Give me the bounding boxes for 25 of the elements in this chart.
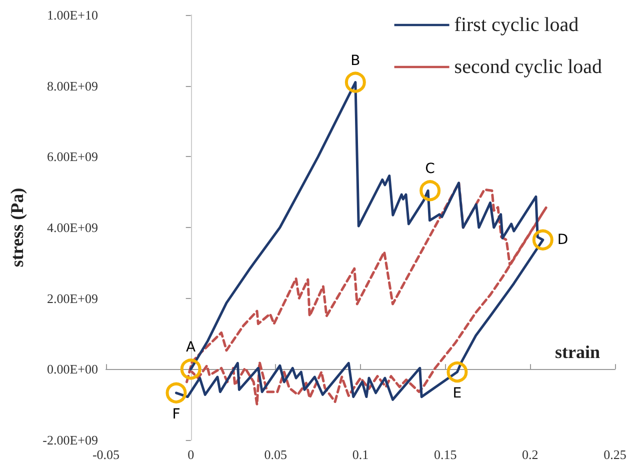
- annotation: A: [186, 340, 196, 356]
- x-tick-label: 0: [188, 447, 194, 461]
- annotation: E: [452, 386, 462, 402]
- legend-label: second cyclic load: [454, 56, 602, 78]
- annotation: C: [425, 161, 436, 178]
- y-tick-label: 6.00E+09: [46, 149, 98, 164]
- y-tick-label: 1.00E+10: [46, 8, 98, 22]
- y-tick-label: 0.00E+00: [46, 362, 98, 377]
- x-tick-label: 0.2: [522, 447, 538, 461]
- line-series: [186, 182, 548, 406]
- y-tick-label: 4.00E+09: [46, 220, 98, 235]
- annotation: F: [172, 406, 180, 422]
- x-tick-label: 0.25: [604, 447, 626, 461]
- x-tick-label: 0.05: [264, 447, 288, 461]
- x-tick-label: 0.1: [352, 447, 369, 461]
- x-tick-label: -0.05: [92, 447, 120, 461]
- y-tick-label: 2.00E+09: [46, 290, 98, 306]
- x-axis-title: strain: [555, 342, 600, 362]
- y-axis-title: stress (Pa): [7, 188, 27, 268]
- y-tick-label: 8.00E+09: [46, 78, 98, 94]
- legend-label: first cyclic load: [454, 14, 579, 36]
- annotation: B: [350, 52, 360, 69]
- annotation: D: [557, 232, 568, 248]
- x-tick-label: 0.15: [434, 447, 457, 461]
- y-tick-label: -2.00E+09: [42, 432, 98, 448]
